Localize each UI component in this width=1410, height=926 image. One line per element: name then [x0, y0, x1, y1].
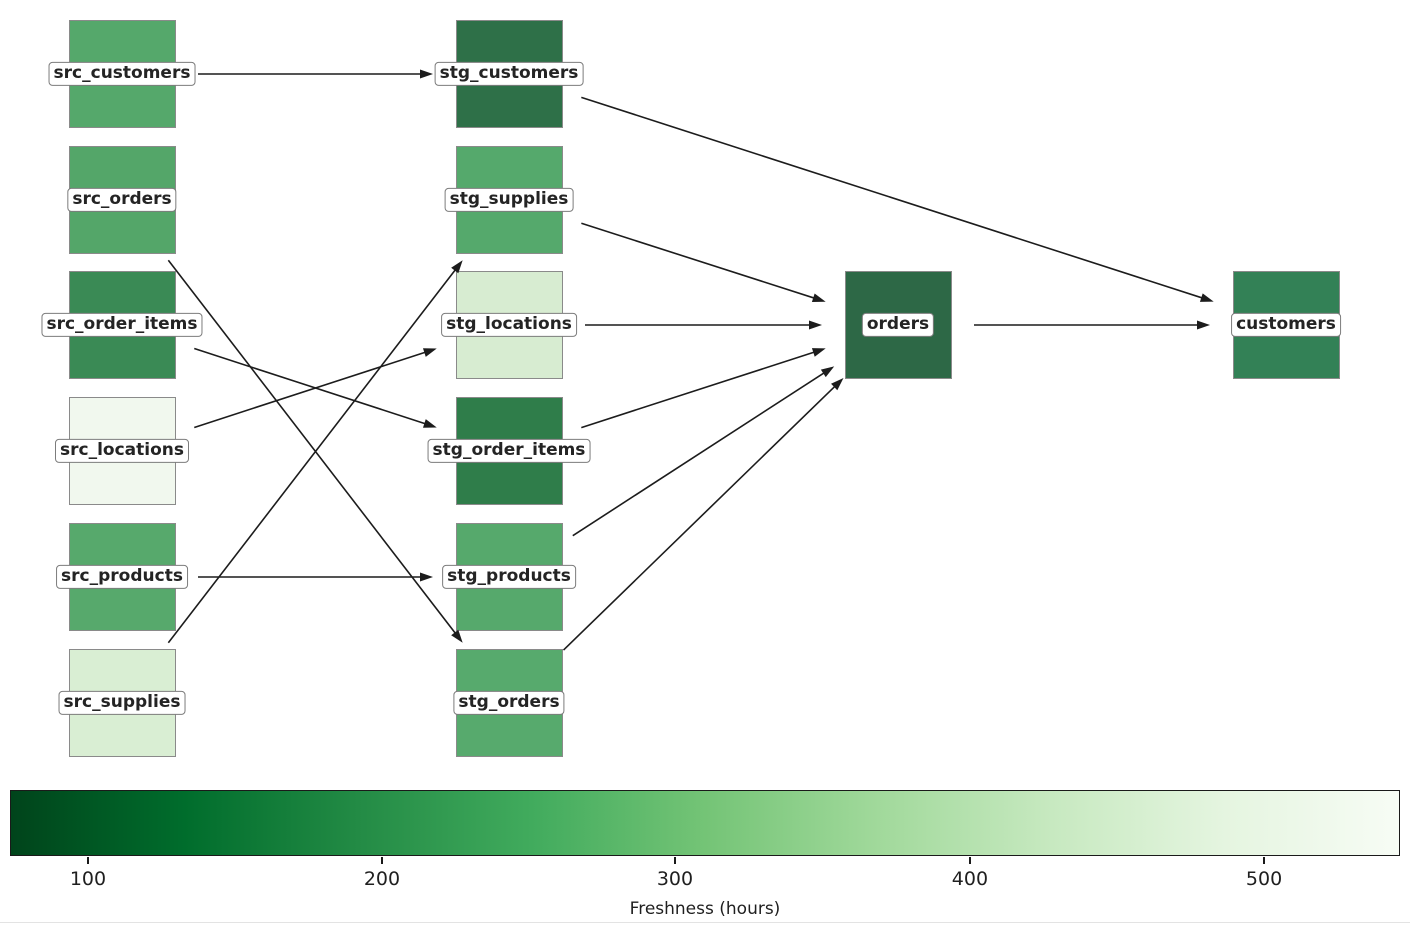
colorbar-tick-200 [381, 857, 383, 864]
colorbar-tick-400 [969, 857, 971, 864]
colorbar-gradient [10, 790, 1400, 856]
colorbar-tick-500 [1263, 857, 1265, 864]
node-label-customers: customers [1231, 312, 1341, 338]
figure-bottom-border [0, 922, 1410, 923]
colorbar-tick-label-200: 200 [363, 868, 401, 890]
colorbar-tick-label-100: 100 [69, 868, 107, 890]
node-label-stg_products: stg_products [442, 564, 576, 590]
colorbar-tick-label-400: 400 [951, 868, 989, 890]
colorbar-tick-300 [674, 857, 676, 864]
node-label-src_customers: src_customers [48, 61, 196, 87]
node-label-stg_supplies: stg_supplies [444, 187, 574, 213]
node-label-src_locations: src_locations [55, 438, 189, 464]
colorbar-axis-label: Freshness (hours) [629, 899, 781, 919]
node-label-src_supplies: src_supplies [58, 690, 186, 716]
colorbar-tick-label-300: 300 [656, 868, 694, 890]
node-label-src_products: src_products [56, 564, 188, 590]
node-label-src_orders: src_orders [67, 187, 177, 213]
node-label-src_order_items: src_order_items [41, 312, 203, 338]
colorbar-tick-100 [87, 857, 89, 864]
node-label-orders: orders [861, 312, 935, 338]
node-label-stg_order_items: stg_order_items [427, 438, 591, 464]
node-label-stg_locations: stg_locations [441, 312, 577, 338]
colorbar-tick-label-500: 500 [1245, 868, 1283, 890]
node-label-stg_orders: stg_orders [453, 690, 565, 716]
node-label-stg_customers: stg_customers [434, 61, 584, 87]
